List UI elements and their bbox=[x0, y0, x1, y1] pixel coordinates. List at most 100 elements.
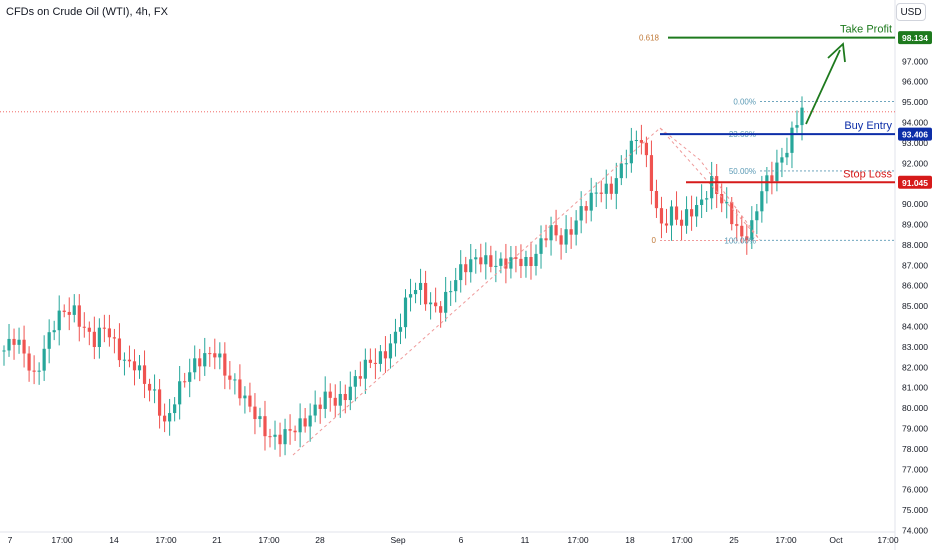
candle-body bbox=[72, 305, 76, 315]
candle-body bbox=[795, 125, 799, 128]
currency-button[interactable]: USD bbox=[896, 3, 926, 21]
candle-body bbox=[223, 353, 227, 376]
x-tick-label: 17:00 bbox=[258, 535, 280, 545]
candle-body bbox=[504, 258, 508, 269]
candle-body bbox=[429, 302, 433, 305]
candle-body bbox=[338, 393, 342, 406]
candle-body bbox=[755, 211, 759, 221]
trend-dashed-line-2 bbox=[659, 127, 761, 241]
candle-body bbox=[318, 404, 322, 409]
candle-body bbox=[579, 206, 583, 221]
candle-body bbox=[293, 430, 297, 433]
candle-body bbox=[248, 395, 252, 407]
candle-body bbox=[283, 429, 287, 445]
x-tick-label: 18 bbox=[625, 535, 635, 545]
candle-body bbox=[203, 353, 207, 367]
fib-origin-label: 0 bbox=[652, 236, 657, 245]
candle-body bbox=[674, 206, 679, 220]
fib-level-label: 100.00% bbox=[724, 236, 756, 245]
candle-body bbox=[679, 219, 684, 226]
extension-label: 0.618 bbox=[639, 34, 660, 43]
y-tick-label: 77.000 bbox=[902, 464, 928, 474]
candle-body bbox=[514, 257, 518, 259]
candle-body bbox=[700, 199, 704, 206]
candle-body bbox=[564, 229, 568, 245]
candle-body bbox=[434, 302, 438, 307]
candle-body bbox=[358, 376, 362, 379]
candle-body bbox=[649, 155, 654, 191]
candle-body bbox=[268, 436, 272, 438]
y-tick-label: 97.000 bbox=[902, 56, 928, 66]
y-tick-label: 81.000 bbox=[902, 383, 928, 393]
candle-body bbox=[233, 379, 237, 381]
candle-body bbox=[589, 192, 593, 211]
candle-body bbox=[12, 338, 16, 345]
candle-body bbox=[173, 404, 177, 414]
candle-body bbox=[373, 362, 377, 364]
candle-body bbox=[388, 343, 393, 359]
candle-body bbox=[22, 339, 26, 354]
candle-body bbox=[474, 257, 478, 260]
y-tick-label: 75.000 bbox=[902, 505, 928, 515]
candle-body bbox=[740, 225, 744, 237]
candle-body bbox=[328, 391, 332, 398]
candle-body bbox=[554, 225, 558, 236]
level-name: Stop Loss bbox=[843, 168, 892, 180]
candle-body bbox=[213, 353, 217, 358]
candle-body bbox=[479, 257, 483, 265]
candle-body bbox=[378, 351, 383, 364]
candle-body bbox=[102, 327, 106, 329]
candle-body bbox=[654, 190, 659, 209]
candle-body bbox=[147, 383, 152, 391]
candle-body bbox=[534, 253, 538, 267]
candle-body bbox=[509, 257, 513, 269]
candle-body bbox=[775, 162, 779, 182]
level-price-tag bbox=[898, 31, 932, 45]
y-tick-label: 93.000 bbox=[902, 138, 928, 148]
fib-level-label: 50.00% bbox=[729, 167, 756, 176]
candle-body bbox=[37, 370, 41, 372]
candle-body bbox=[52, 330, 56, 333]
x-tick-label: Oct bbox=[829, 535, 843, 545]
candle-body bbox=[539, 238, 543, 254]
candle-body bbox=[27, 353, 31, 371]
fib-level-label: 0.00% bbox=[733, 98, 756, 107]
candle-body bbox=[524, 256, 528, 267]
candle-body bbox=[77, 305, 81, 327]
candle-body bbox=[383, 351, 388, 359]
candle-body bbox=[629, 140, 633, 164]
x-tick-label: 17:00 bbox=[877, 535, 899, 545]
candle-body bbox=[639, 140, 643, 143]
candle-body bbox=[449, 291, 453, 293]
candle-body bbox=[780, 157, 784, 163]
candle-body bbox=[238, 379, 242, 399]
candle-body bbox=[67, 311, 71, 315]
level-name: Buy Entry bbox=[844, 120, 892, 132]
candle-body bbox=[664, 223, 669, 226]
x-tick-label: 11 bbox=[521, 535, 530, 545]
x-tick-label: 17:00 bbox=[51, 535, 73, 545]
candle-body bbox=[464, 264, 468, 273]
candle-body bbox=[644, 142, 649, 156]
x-tick-label: 7 bbox=[8, 535, 13, 545]
candle-body bbox=[403, 297, 408, 328]
candle-body bbox=[7, 338, 11, 351]
candle-body bbox=[604, 183, 608, 194]
candle-body bbox=[97, 327, 101, 348]
y-tick-label: 84.000 bbox=[902, 322, 928, 332]
level-price-tag bbox=[898, 175, 932, 189]
candle-body bbox=[228, 375, 232, 380]
candle-body bbox=[243, 395, 247, 399]
x-tick-label: 21 bbox=[212, 535, 222, 545]
candle-body bbox=[720, 194, 724, 204]
y-tick-label: 79.000 bbox=[902, 424, 928, 434]
candle-body bbox=[17, 339, 21, 345]
candle-body bbox=[343, 393, 347, 401]
y-tick-label: 87.000 bbox=[902, 260, 928, 270]
candle-body bbox=[489, 255, 493, 267]
candle-body bbox=[684, 209, 689, 226]
candle-body bbox=[157, 389, 162, 416]
candle-body bbox=[137, 365, 142, 371]
y-tick-label: 82.000 bbox=[902, 362, 928, 372]
